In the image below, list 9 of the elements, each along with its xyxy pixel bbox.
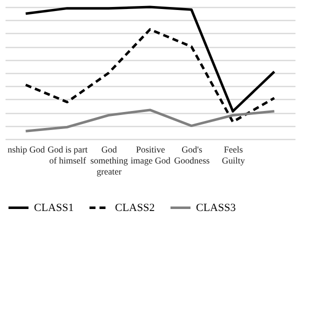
x-tick-label: nship God — [8, 144, 46, 154]
legend-label: CLASS1 — [34, 202, 74, 214]
legend-label: CLASS3 — [196, 202, 236, 214]
x-tick-label: God something greater — [90, 144, 128, 176]
x-tick-label: Positive image God — [130, 144, 171, 166]
x-tick-label: God is part of himself — [48, 144, 88, 166]
x-tick-label: Feels Guilty — [222, 144, 246, 166]
legend-label: CLASS2 — [115, 202, 155, 214]
x-tick-label: God's Goodness — [174, 144, 210, 166]
